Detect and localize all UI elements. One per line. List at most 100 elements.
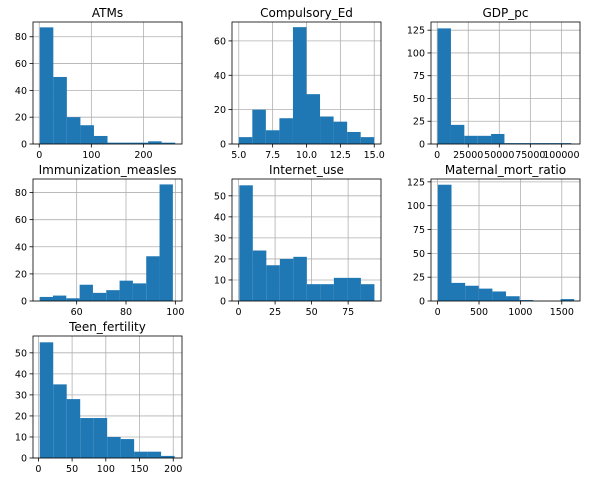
x-tick-label: 500 [470,307,488,318]
y-tick-label: 0 [220,140,226,151]
y-tick-label: 40 [214,71,226,82]
axes-frame [32,178,183,302]
y-tick-label: 50 [413,94,425,105]
histogram-bar [320,116,334,144]
y-tick-label: 100 [407,48,425,59]
y-tick-label: 0 [21,297,27,308]
histogram-bar [79,284,93,301]
x-tick-label: 0 [434,150,440,161]
y-tick-label: 75 [413,225,425,236]
histogram-bar [347,131,361,144]
x-tick-label: 5.0 [231,150,246,161]
x-tick-label: 150 [130,464,148,475]
x-tick-label: 1000 [508,307,532,318]
histogram-bar [80,418,94,458]
subplot-title: GDP_pc [483,6,529,20]
histogram-bar [478,288,493,301]
histogram-bar [266,265,280,301]
histogram-bar [161,455,175,458]
y-tick-label: 75 [413,71,425,82]
histogram-bar [106,290,120,301]
y-tick-label: 125 [407,26,425,37]
x-tick-label: 100 [166,307,184,318]
x-tick-label: 10.0 [296,150,317,161]
histogram-bar [80,125,94,144]
y-tick-label: 20 [15,269,27,280]
histogram-bar [360,137,375,144]
y-tick-label: 25 [413,273,425,284]
x-tick-label: 7.5 [265,150,280,161]
y-tick-label: 30 [214,233,226,244]
histogram-bar [437,184,452,301]
histogram-bar [517,143,532,144]
histogram-bar [333,277,348,301]
x-tick-label: 25000 [453,150,483,161]
x-tick-label: 0 [35,464,41,475]
histogram-bar [159,184,173,301]
x-tick-label: 12.5 [330,150,351,161]
x-tick-label: 15.0 [364,150,385,161]
histogram-bar [292,27,307,144]
y-tick-label: 125 [407,177,425,188]
y-tick-label: 20 [214,254,226,265]
y-tick-label: 50 [214,191,226,202]
histogram-bar [320,284,334,301]
x-tick-label: 100 [97,464,115,475]
histogram-bar [477,135,492,144]
x-tick-label: 0 [435,307,441,318]
histogram-bar [238,137,253,144]
y-tick-label: 50 [15,348,27,359]
subplot-title: Internet_use [269,163,344,177]
y-tick-label: 50 [413,249,425,260]
histogram-bar [451,282,466,301]
histogram-bar [66,117,81,144]
x-tick-label: 80 [120,307,132,318]
x-tick-label: 1500 [550,307,574,318]
histogram-bar [560,299,575,301]
histogram-bar [279,258,294,301]
histogram-bar [53,384,67,458]
histogram-bar [161,142,176,144]
histogram-bar [519,300,534,301]
subplot-title: ATMs [92,6,123,20]
y-tick-label: 40 [15,86,27,97]
histogram-bar [306,284,321,301]
x-tick-label: 50 [66,464,78,475]
x-tick-label: 60 [71,307,83,318]
subplot-1: 5.0 7.5 10.0 12.5 15.0 0 20 40 60 Compulsory_Ed [214,6,385,161]
histogram-bar [39,27,54,144]
histogram-bar [306,94,321,144]
axes-frame [32,335,183,459]
subplot-4: 0 25 50 75 0 10 20 30 40 50 Internet_use [214,163,382,318]
x-tick-label: 200 [164,464,182,475]
histogram-bar [120,439,135,458]
histogram-bar [252,109,266,144]
subplot-0: 0 100 200 0 20 40 60 80 ATMs [15,6,183,161]
y-tick-label: 0 [220,297,226,308]
histogram-bar [531,143,545,144]
histogram-bar [450,124,465,144]
y-tick-label: 0 [21,454,27,465]
subplot-title: Teen_fertility [68,320,146,334]
y-tick-label: 10 [15,432,27,443]
y-tick-label: 60 [15,59,27,70]
histogram-bar [119,280,133,301]
histogram-bar [134,142,149,144]
y-tick-label: 10 [214,275,226,286]
histogram-bar [107,436,121,458]
y-tick-label: 25 [413,117,425,128]
histogram-bar [39,342,54,458]
histogram-bar [347,277,361,301]
x-tick-label: 75 [342,307,354,318]
x-tick-label: 200 [134,150,152,161]
histogram-bar [252,250,267,301]
histogram-bar [39,296,53,301]
histogram-bar [121,142,135,144]
x-tick-label: 75000 [515,150,545,161]
subplot-title: Immunization_measles [39,163,177,177]
y-tick-label: 20 [15,411,27,422]
y-tick-label: 100 [407,201,425,212]
y-tick-label: 30 [15,390,27,401]
